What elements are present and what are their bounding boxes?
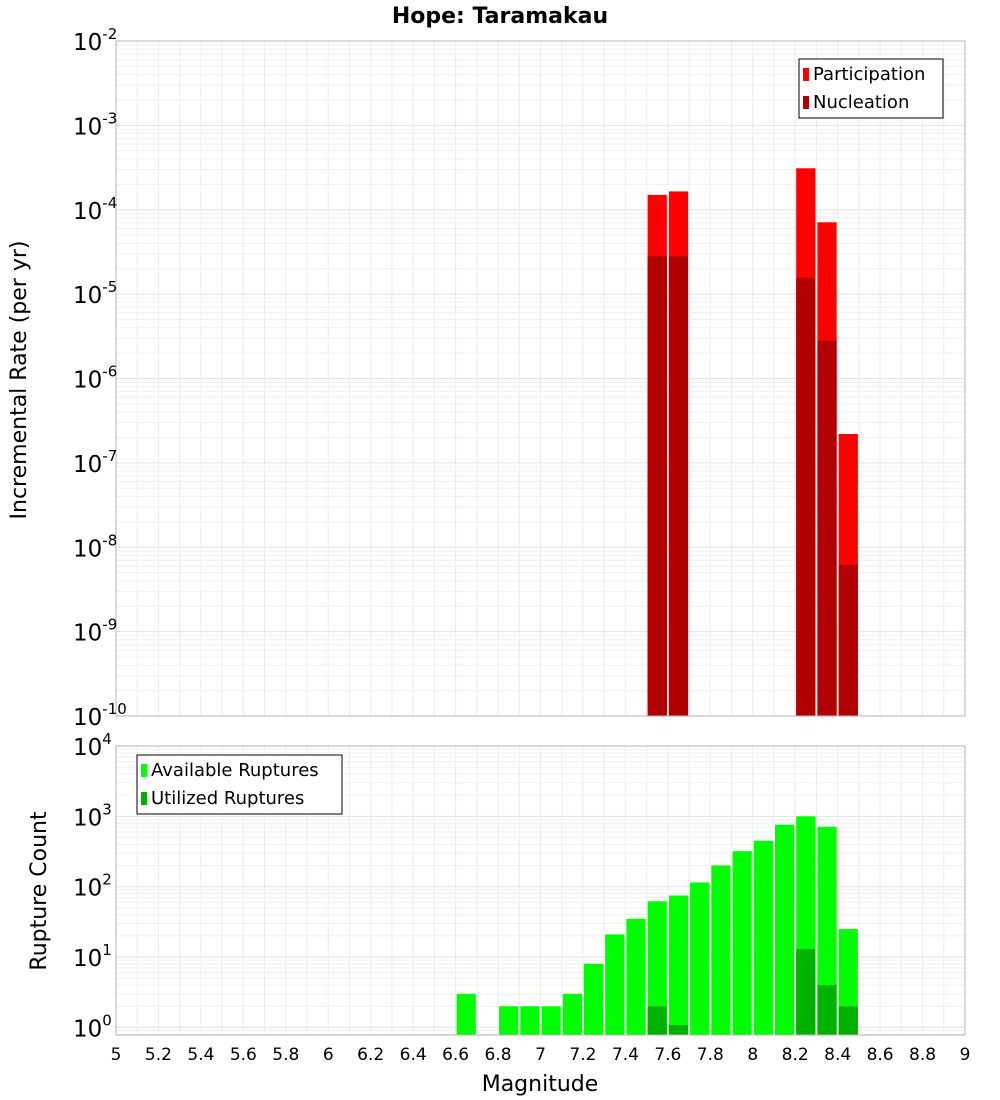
x-tick-label: 8.8 — [909, 1045, 936, 1065]
x-tick-label: 7.8 — [697, 1045, 724, 1065]
y-tick-label: 10-10 — [73, 700, 127, 731]
rate-panel: 10-10 10-9 10-8 10-7 10-6 10-5 10-4 10-3 10-2 Par… — [73, 25, 966, 731]
plot-border — [115, 40, 966, 717]
legend-label: Participation — [813, 64, 925, 85]
x-tick-label: 7.6 — [654, 1045, 681, 1065]
x-axis-label: Magnitude — [482, 1072, 599, 1097]
legend-label: Nucleation — [813, 92, 909, 113]
legend-swatch — [803, 96, 809, 109]
bar-available-ruptures-8 — [647, 901, 667, 1035]
x-tick-label: 7.2 — [569, 1045, 596, 1065]
y-tick-label: 10-6 — [73, 363, 117, 394]
y-tick-label: 101 — [73, 941, 112, 972]
y-axis-label-count: Rupture Count — [27, 811, 52, 971]
y-tick-label: 10-3 — [73, 109, 117, 140]
bar-utilized-ruptures-3 — [817, 985, 837, 1035]
bar-available-ruptures-10 — [690, 882, 710, 1035]
grid — [115, 40, 966, 717]
legend: Participation Nucleation — [798, 58, 944, 119]
bar-available-ruptures-14 — [774, 824, 795, 1035]
y-tick-label: 104 — [73, 730, 112, 761]
x-tick-label: 6.2 — [357, 1045, 384, 1065]
x-tick-labels: 5 5.2 5.4 5.6 5.8 6 6.2 6.4 6.6 6.8 7 7.2 7.4 7.6 7.8 8… — [111, 1045, 971, 1065]
bar-nucleation-2 — [796, 278, 816, 716]
y-tick-label: 103 — [73, 800, 112, 831]
legend-swatch — [803, 68, 809, 81]
x-tick-label: 8.2 — [782, 1045, 809, 1065]
x-tick-label: 5.8 — [272, 1045, 299, 1065]
y-tick-label: 10-8 — [73, 531, 117, 562]
y-axis-label-rate: Incremental Rate (per yr) — [7, 241, 32, 520]
y-tick-label: 100 — [73, 1011, 112, 1042]
y-tick-label: 10-4 — [73, 194, 117, 225]
legend-box — [798, 58, 944, 119]
bar-available-ruptures-12 — [732, 851, 752, 1035]
bar-available-ruptures-7 — [626, 918, 646, 1035]
bar-nucleation-1 — [668, 256, 689, 716]
bar-nucleation-4 — [838, 564, 858, 716]
x-tick-label: 5.4 — [187, 1045, 214, 1065]
x-tick-label: 8.6 — [867, 1045, 894, 1065]
x-tick-label: 6.4 — [400, 1045, 427, 1065]
bar-available-ruptures-2 — [520, 1006, 540, 1035]
legend-swatch — [141, 764, 147, 777]
y-tick-label: 10-2 — [73, 25, 117, 56]
x-tick-label: 5.6 — [230, 1045, 257, 1065]
y-tick-label: 10-7 — [73, 447, 117, 478]
y-tick-label: 10-9 — [73, 616, 117, 647]
plot-border — [115, 745, 966, 1036]
legend-swatch — [141, 792, 147, 805]
bar-nucleation-0 — [647, 256, 667, 716]
x-tick-label: 5.2 — [145, 1045, 172, 1065]
legend-label: Available Ruptures — [151, 760, 319, 781]
x-tick-label: 7.4 — [612, 1045, 639, 1065]
x-tick-label: 6.8 — [485, 1045, 512, 1065]
bar-utilized-ruptures-1 — [668, 1025, 689, 1035]
legend: Available Ruptures Utilized Ruptures — [136, 754, 343, 815]
bar-available-ruptures-3 — [541, 1006, 561, 1035]
x-tick-label: 5 — [111, 1045, 122, 1065]
bar-available-ruptures-13 — [753, 840, 773, 1035]
y-tick-labels: 100 101 102 103 104 — [73, 730, 112, 1042]
x-tick-label: 8 — [747, 1045, 758, 1065]
bar-available-ruptures-9 — [668, 895, 689, 1035]
bar-available-ruptures-1 — [499, 1006, 519, 1035]
x-tick-label: 7 — [535, 1045, 546, 1065]
x-tick-label: 8.4 — [824, 1045, 851, 1065]
bar-available-ruptures-16 — [817, 826, 837, 1035]
x-tick-label: 9 — [960, 1045, 971, 1065]
bar-available-ruptures-5 — [583, 963, 604, 1035]
bar-utilized-ruptures-4 — [838, 1006, 858, 1035]
count-panel: 100 101 102 103 104 5 5.2 5.4 5.6 5.8 6 6.2 6.4 6.6 6.… — [73, 730, 970, 1065]
bar-available-ruptures-4 — [562, 993, 582, 1035]
bar-nucleation-3 — [817, 340, 837, 716]
bar-available-ruptures-0 — [456, 993, 476, 1035]
y-tick-labels: 10-10 10-9 10-8 10-7 10-6 10-5 10-4 10-3 10-2 — [73, 25, 127, 731]
bars — [456, 816, 858, 1035]
y-tick-label: 10-5 — [73, 278, 117, 309]
bar-utilized-ruptures-2 — [796, 949, 816, 1035]
bar-available-ruptures-6 — [605, 934, 625, 1035]
x-tick-label: 6 — [323, 1045, 334, 1065]
legend-label: Utilized Ruptures — [151, 788, 304, 809]
chart-title: Hope: Taramakau — [392, 4, 608, 29]
bar-available-ruptures-11 — [711, 865, 731, 1035]
legend-box — [136, 754, 343, 815]
bars — [647, 168, 858, 717]
y-tick-label: 102 — [73, 871, 112, 902]
x-tick-label: 6.6 — [442, 1045, 469, 1065]
bar-utilized-ruptures-0 — [647, 1006, 667, 1035]
